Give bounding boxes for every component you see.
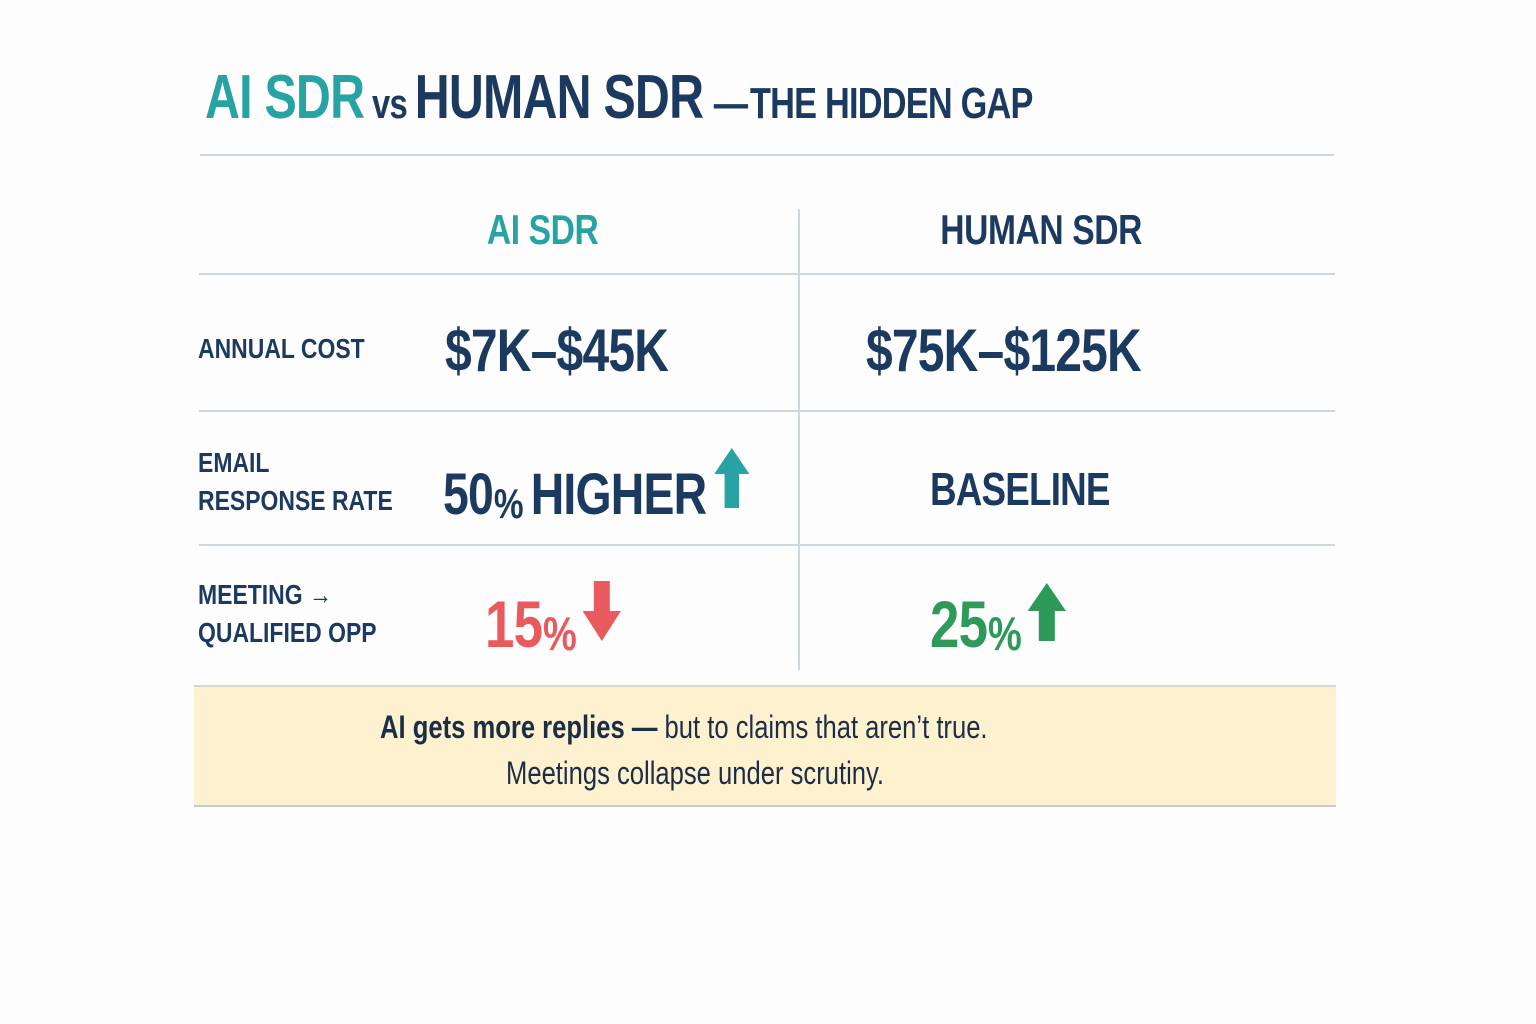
ai-response-number: 50 <box>443 462 494 527</box>
arrow-up-icon <box>714 448 750 522</box>
ai-response-suffix: HIGHER <box>530 462 707 527</box>
ai-annual-cost: $7K–$45K <box>445 317 669 384</box>
callout-box: AI gets more replies — but to claims tha… <box>194 685 1336 807</box>
page-title: AI SDR vs HUMAN SDR — THE HIDDEN GAP <box>205 62 1033 133</box>
callout-line-1: AI gets more replies — but to claims tha… <box>380 709 988 745</box>
ai-email-response-rate: 50% HIGHER <box>443 448 750 528</box>
arrow-down-icon <box>582 580 621 656</box>
row-divider-1 <box>199 410 1335 412</box>
title-dash: — <box>713 79 748 128</box>
column-header-human-sdr: HUMAN SDR <box>940 206 1142 253</box>
title-divider <box>200 154 1334 156</box>
row-label-meeting-to-qualified-opp: MEETING → QUALIFIED OPP <box>198 579 377 648</box>
title-ai-sdr: AI SDR <box>205 63 365 132</box>
human-email-response-rate: BASELINE <box>930 463 1110 515</box>
row-label-annual-cost: ANNUAL COST <box>198 333 365 364</box>
title-human-sdr: HUMAN SDR <box>414 63 704 132</box>
column-header-ai-sdr: AI SDR <box>487 206 599 253</box>
ai-meeting-conversion: 15% <box>485 580 621 662</box>
column-divider <box>798 209 800 670</box>
callout-line-2: Meetings collapse under scrutiny. <box>506 755 885 791</box>
row-divider-2 <box>199 544 1335 546</box>
arrow-up-icon <box>1027 580 1066 656</box>
title-vs: vs <box>372 80 408 127</box>
header-row-divider <box>199 273 1335 275</box>
row-label-email-response-rate: EMAIL RESPONSE RATE <box>198 447 393 516</box>
title-subtitle: THE HIDDEN GAP <box>749 79 1034 128</box>
human-meeting-conversion: 25% <box>930 580 1066 662</box>
human-annual-cost: $75K–$125K <box>866 317 1142 384</box>
